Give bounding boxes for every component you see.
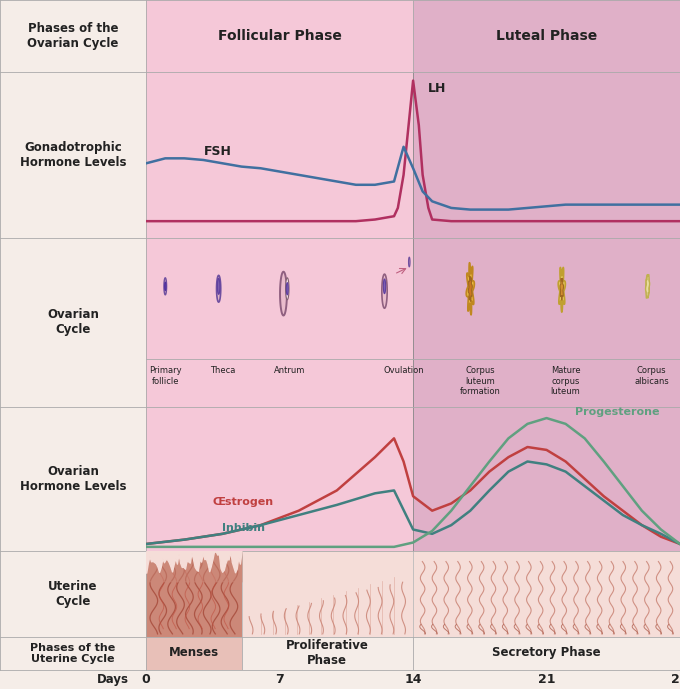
Polygon shape bbox=[218, 278, 220, 294]
Polygon shape bbox=[646, 276, 649, 297]
Bar bbox=[146, 407, 413, 551]
Polygon shape bbox=[558, 267, 565, 312]
Text: Progesterone: Progesterone bbox=[575, 407, 660, 418]
Text: FSH: FSH bbox=[203, 145, 231, 158]
Polygon shape bbox=[466, 263, 475, 315]
Text: Menses: Menses bbox=[169, 646, 219, 659]
Text: Days: Days bbox=[97, 673, 129, 686]
Polygon shape bbox=[286, 282, 288, 295]
Text: Luteal Phase: Luteal Phase bbox=[496, 29, 597, 43]
Text: Uterine
Cycle: Uterine Cycle bbox=[48, 580, 98, 608]
Polygon shape bbox=[409, 257, 410, 267]
Polygon shape bbox=[165, 282, 166, 291]
Bar bbox=[146, 238, 413, 359]
Polygon shape bbox=[469, 276, 473, 301]
Text: Theca: Theca bbox=[209, 367, 235, 376]
Polygon shape bbox=[216, 276, 221, 302]
Text: Mature
corpus
luteum: Mature corpus luteum bbox=[551, 367, 581, 396]
Bar bbox=[146, 637, 241, 670]
Text: Œstrogen: Œstrogen bbox=[213, 497, 274, 507]
Text: Phases of the
Uterine Cycle: Phases of the Uterine Cycle bbox=[31, 643, 116, 664]
Bar bbox=[413, 238, 680, 359]
Text: 0: 0 bbox=[142, 673, 150, 686]
Bar bbox=[413, 359, 680, 407]
Text: Antrum: Antrum bbox=[273, 367, 305, 376]
Text: Ovulation: Ovulation bbox=[384, 367, 424, 376]
Bar bbox=[413, 637, 680, 670]
Text: LH: LH bbox=[428, 82, 447, 95]
Polygon shape bbox=[164, 278, 167, 295]
Polygon shape bbox=[384, 279, 386, 294]
Text: Ovarian
Cycle: Ovarian Cycle bbox=[47, 308, 99, 336]
Polygon shape bbox=[560, 278, 564, 300]
Text: Ovarian
Hormone Levels: Ovarian Hormone Levels bbox=[20, 465, 126, 493]
Bar bbox=[146, 551, 241, 637]
Text: Proliferative
Phase: Proliferative Phase bbox=[286, 639, 369, 667]
Polygon shape bbox=[280, 271, 287, 316]
Text: Primary
follicle: Primary follicle bbox=[149, 367, 182, 386]
Bar bbox=[146, 359, 413, 407]
Text: Corpus
albicans: Corpus albicans bbox=[634, 367, 668, 386]
Text: 21: 21 bbox=[538, 673, 556, 686]
Text: 7: 7 bbox=[275, 673, 284, 686]
Polygon shape bbox=[286, 278, 289, 300]
Text: Gonadotrophic
Hormone Levels: Gonadotrophic Hormone Levels bbox=[20, 141, 126, 169]
Text: Follicular Phase: Follicular Phase bbox=[218, 29, 341, 43]
Text: 14: 14 bbox=[405, 673, 422, 686]
Bar bbox=[241, 637, 413, 670]
Polygon shape bbox=[645, 274, 649, 298]
Text: Secretory Phase: Secretory Phase bbox=[492, 646, 601, 659]
Text: Phases of the
Ovarian Cycle: Phases of the Ovarian Cycle bbox=[27, 22, 119, 50]
Polygon shape bbox=[382, 274, 387, 308]
Bar bbox=[241, 551, 680, 637]
Bar bbox=[413, 407, 680, 551]
Text: Corpus
luteum
formation: Corpus luteum formation bbox=[460, 367, 500, 396]
Bar bbox=[146, 72, 413, 238]
Text: Inhibin: Inhibin bbox=[222, 523, 265, 533]
Bar bbox=[413, 72, 680, 238]
Text: 28: 28 bbox=[671, 673, 680, 686]
